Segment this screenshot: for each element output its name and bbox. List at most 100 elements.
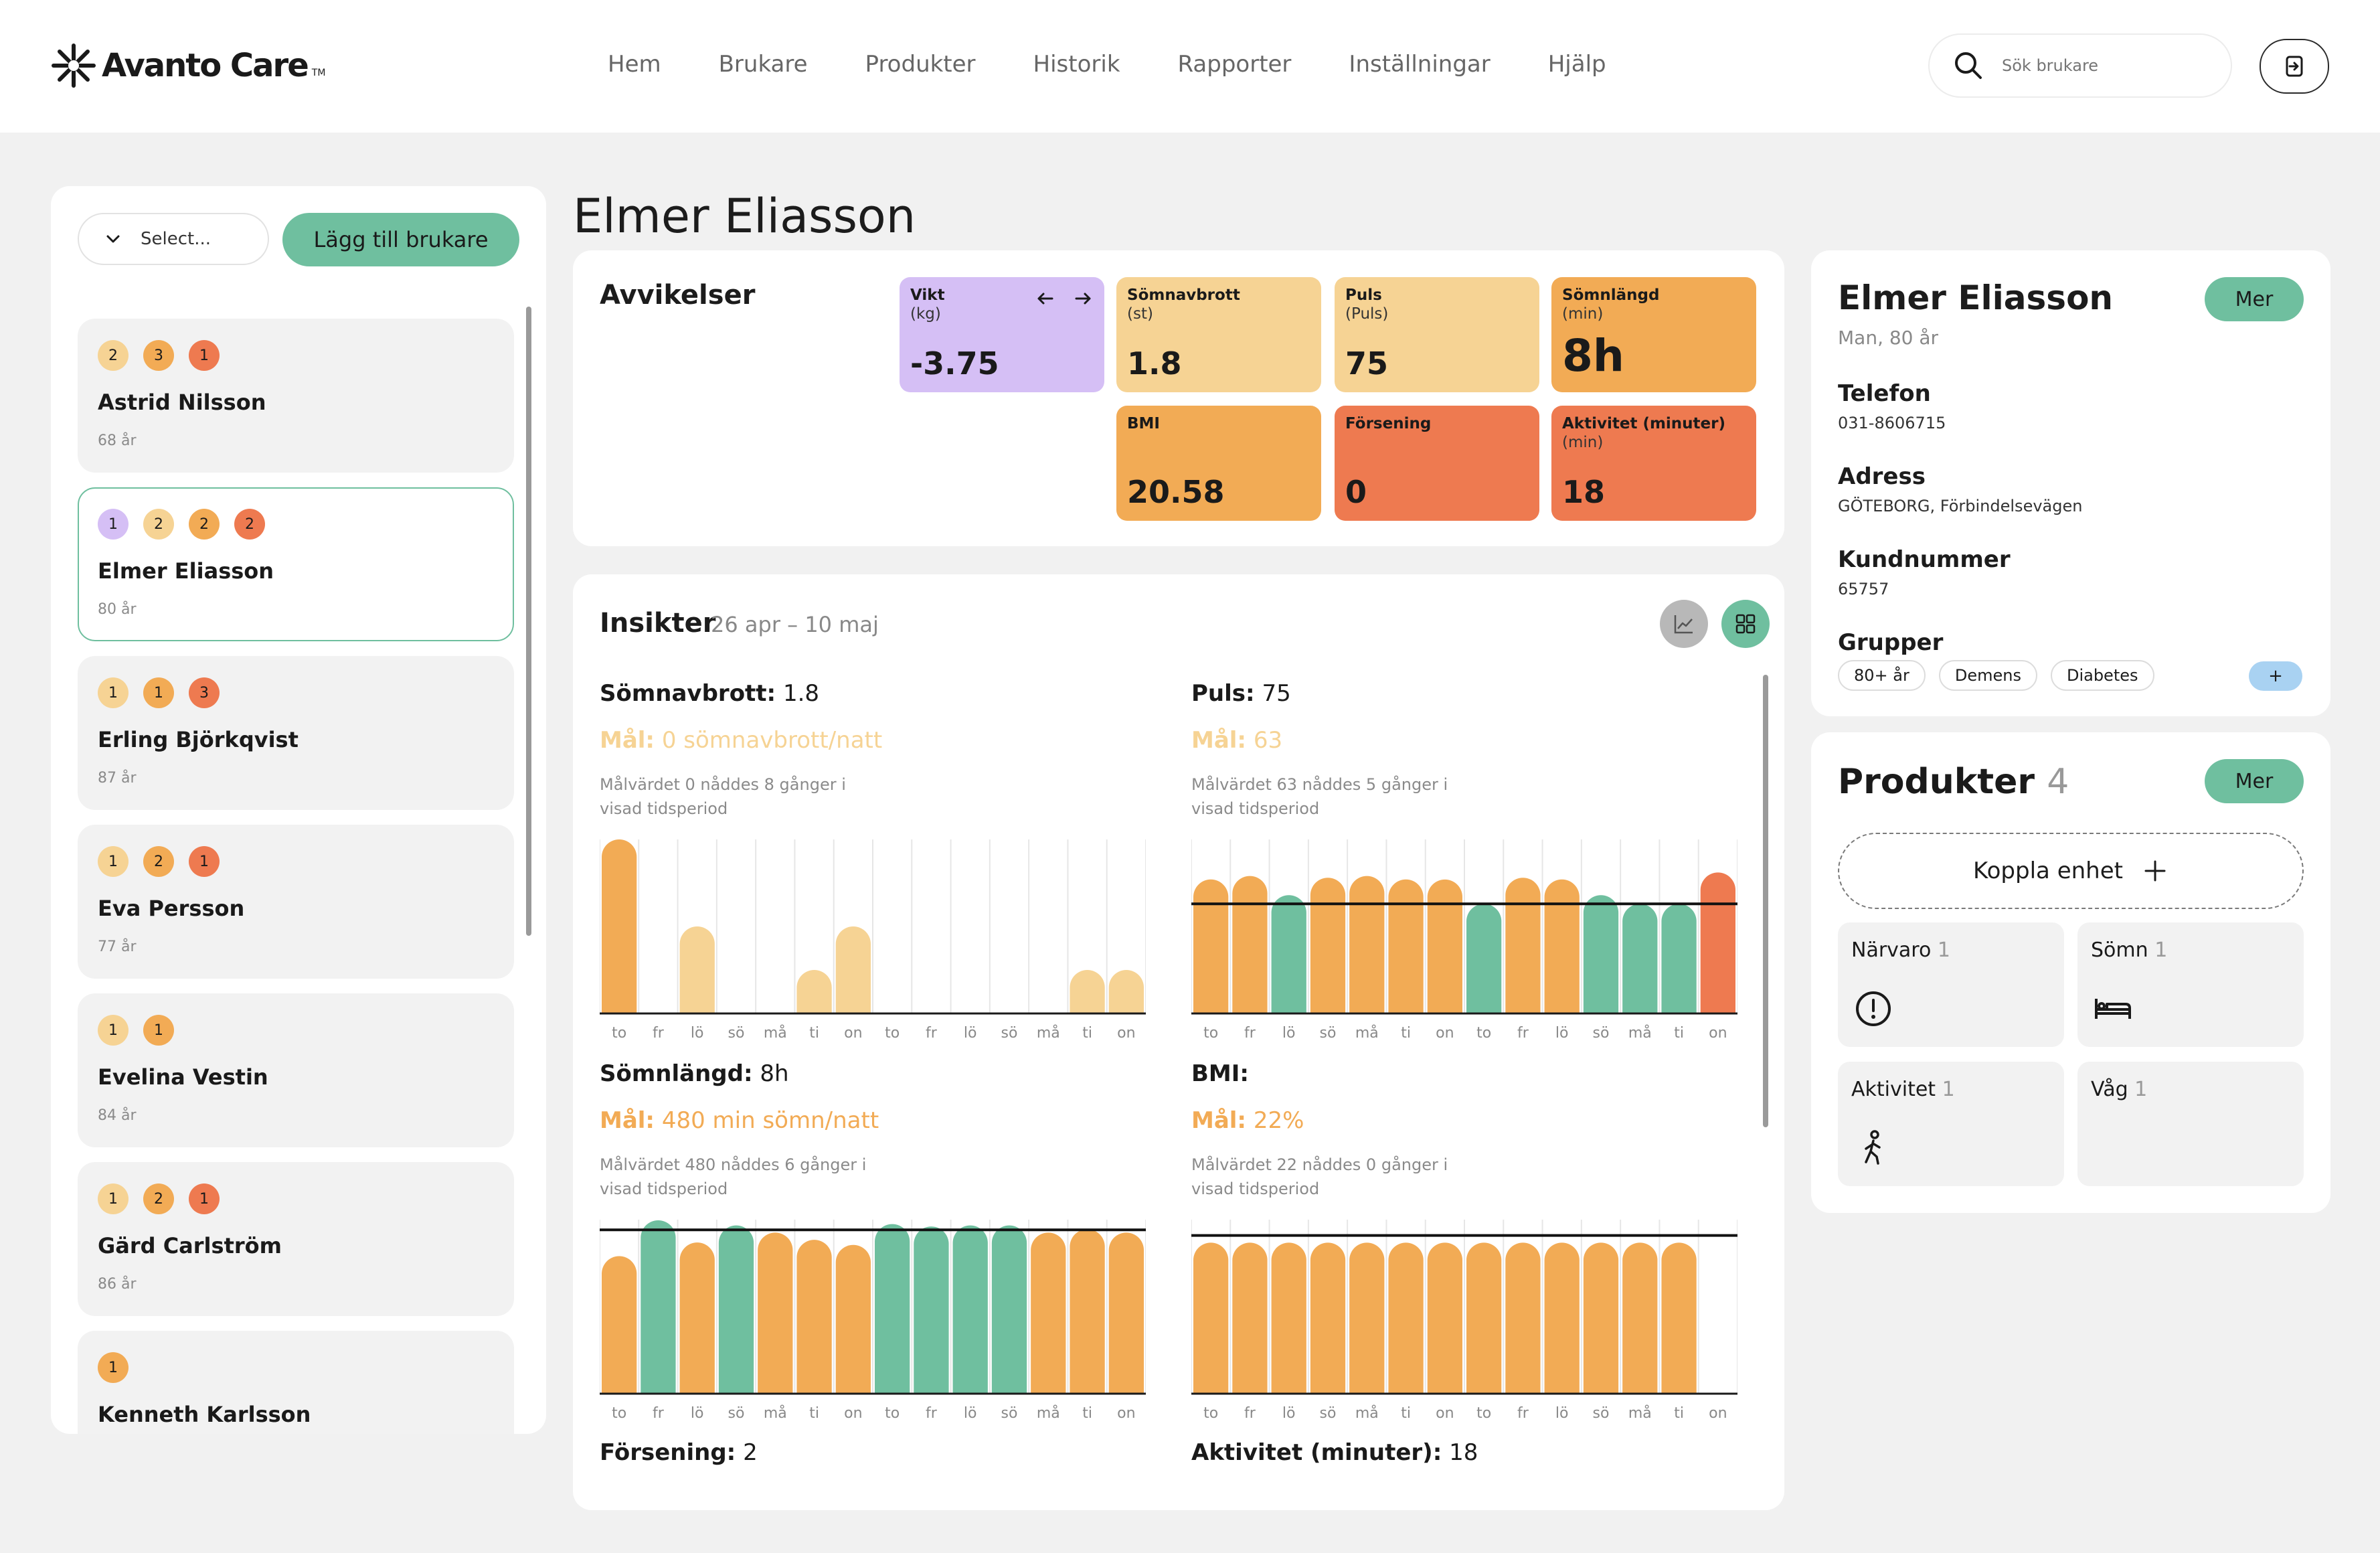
- chart-bar[interactable]: [679, 1242, 715, 1394]
- chart-bar[interactable]: [1544, 1242, 1580, 1394]
- device-card-somn[interactable]: Sömn 1: [2077, 922, 2304, 1047]
- chart-bar[interactable]: [1427, 879, 1462, 1013]
- chart-bar[interactable]: [1583, 895, 1619, 1013]
- chart-bar[interactable]: [1031, 1232, 1066, 1394]
- chart-bar[interactable]: [835, 926, 871, 1013]
- x-tick-label: sö: [1320, 1405, 1337, 1422]
- connect-device-button[interactable]: Koppla enhet: [1838, 833, 2304, 909]
- chart-bar[interactable]: [602, 839, 637, 1013]
- chart-bar[interactable]: [1427, 1242, 1462, 1394]
- chart-bar[interactable]: [1108, 1232, 1144, 1394]
- top-bar: Avanto Care TM Hem Brukare Produkter His…: [0, 0, 2380, 133]
- group-tag[interactable]: 80+ år: [1838, 660, 1926, 691]
- deviation-tile[interactable]: BMI 20.58: [1116, 406, 1321, 521]
- insights-date-range[interactable]: 26 apr – 10 maj: [711, 612, 879, 637]
- device-card-vag[interactable]: Våg 1: [2077, 1062, 2304, 1186]
- add-user-button[interactable]: Lägg till brukare: [282, 213, 519, 266]
- chart-bar[interactable]: [796, 970, 832, 1013]
- chart-bar[interactable]: [641, 1220, 676, 1394]
- chart-bar[interactable]: [1349, 1242, 1385, 1394]
- chart-bar[interactable]: [1193, 879, 1229, 1013]
- chart-bar[interactable]: [1466, 904, 1502, 1013]
- x-tick-label: lö: [691, 1405, 704, 1422]
- device-card-narvaro[interactable]: Närvaro 1: [1838, 922, 2064, 1047]
- group-tag[interactable]: Demens: [1938, 660, 2037, 691]
- user-card[interactable]: 1 2 1 Gärd Carlström 86 år: [78, 1162, 514, 1316]
- user-card[interactable]: 2 3 1 Astrid Nilsson 68 år: [78, 319, 514, 473]
- nav-historik[interactable]: Historik: [1033, 51, 1120, 78]
- metric-note: Målvärdet 480 nåddes 6 gånger i visad ti…: [600, 1155, 867, 1198]
- logout-button[interactable]: [2260, 39, 2329, 94]
- logo[interactable]: Avanto Care TM: [50, 42, 325, 90]
- deviation-tile[interactable]: Sömnavbrott (st) 1.8: [1116, 277, 1321, 392]
- filter-select[interactable]: Select...: [78, 213, 269, 265]
- chart-bar[interactable]: [1070, 1229, 1105, 1394]
- chart-bar[interactable]: [835, 1244, 871, 1394]
- device-card-aktivitet[interactable]: Aktivitet 1: [1838, 1062, 2064, 1186]
- chart-bar[interactable]: [1661, 904, 1697, 1013]
- user-card[interactable]: 1 2 2 2 Elmer Eliasson 80 år: [78, 487, 514, 641]
- chart-bar[interactable]: [991, 1225, 1027, 1394]
- chart-bar[interactable]: [1544, 879, 1580, 1013]
- insights-scrollbar[interactable]: [1763, 675, 1768, 1127]
- add-group-button[interactable]: +: [2249, 661, 2302, 691]
- nav-brukare[interactable]: Brukare: [718, 51, 808, 78]
- status-badge: 1: [98, 1183, 129, 1214]
- deviation-tile[interactable]: Försening 0: [1335, 406, 1539, 521]
- chart-bar[interactable]: [1232, 876, 1268, 1013]
- nav-produkter[interactable]: Produkter: [865, 51, 976, 78]
- arrow-left-icon[interactable]: [1033, 287, 1057, 311]
- chart-bar[interactable]: [1310, 878, 1346, 1013]
- nav-hjalp[interactable]: Hjälp: [1547, 51, 1606, 78]
- user-card[interactable]: 1 2 1 Eva Persson 77 år: [78, 825, 514, 979]
- chart-bar[interactable]: [1193, 1242, 1229, 1394]
- chart-bar[interactable]: [1388, 879, 1424, 1013]
- chart-bar[interactable]: [758, 1232, 793, 1394]
- more-info-button[interactable]: Mer: [2205, 277, 2304, 321]
- nav-rapporter[interactable]: Rapporter: [1177, 51, 1292, 78]
- more-products-button[interactable]: Mer: [2205, 759, 2304, 803]
- chart-bar[interactable]: [875, 1224, 910, 1394]
- chart-bar[interactable]: [1271, 895, 1306, 1013]
- group-tag[interactable]: Diabetes: [2050, 660, 2154, 691]
- goal-value: 22%: [1253, 1107, 1304, 1134]
- nav-hem[interactable]: Hem: [608, 51, 661, 78]
- chart-bar[interactable]: [1271, 1242, 1306, 1394]
- chart-bar[interactable]: [1661, 1242, 1697, 1394]
- chart-bar[interactable]: [602, 1256, 637, 1394]
- deviation-tile[interactable]: Sömnlängd (min) 8h: [1551, 277, 1756, 392]
- chart-bar[interactable]: [1622, 1242, 1658, 1394]
- chart-bar[interactable]: [679, 926, 715, 1013]
- chart-bar[interactable]: [1700, 872, 1735, 1013]
- chart-bar[interactable]: [1232, 1242, 1268, 1394]
- chart-bar[interactable]: [1349, 876, 1385, 1013]
- metric-block: Sömnlängd: 8h Mål: 480 min sömn/natt Målvä…: [600, 1060, 1149, 1201]
- search-box[interactable]: [1928, 33, 2232, 98]
- chart-bar[interactable]: [952, 1225, 988, 1394]
- arrow-right-icon[interactable]: [1071, 287, 1095, 311]
- chart-bar[interactable]: [1466, 1242, 1502, 1394]
- chart-bar[interactable]: [796, 1240, 832, 1394]
- nav-installningar[interactable]: Inställningar: [1349, 51, 1491, 78]
- chart-bar[interactable]: [1505, 878, 1541, 1013]
- user-card[interactable]: 1 1 3 Erling Björkqvist 87 år: [78, 656, 514, 810]
- chart-bar[interactable]: [1583, 1242, 1619, 1394]
- chart-bar[interactable]: [1505, 1242, 1541, 1394]
- grid-view-button[interactable]: [1721, 600, 1770, 648]
- sidebar-scrollbar[interactable]: [526, 307, 531, 936]
- chart-bar[interactable]: [1108, 970, 1144, 1013]
- chart-bar[interactable]: [914, 1226, 949, 1394]
- chart-bar[interactable]: [1622, 904, 1658, 1013]
- deviation-tile[interactable]: Puls (Puls) 75: [1335, 277, 1539, 392]
- search-input[interactable]: [2002, 56, 2203, 75]
- user-card[interactable]: 1 Kenneth Karlsson: [78, 1331, 514, 1434]
- deviation-tile[interactable]: Aktivitet (minuter) (min) 18: [1551, 406, 1756, 521]
- chart-bar[interactable]: [1070, 970, 1105, 1013]
- deviation-tile[interactable]: Vikt (kg) -3.75: [900, 277, 1104, 392]
- patient-info-panel: Elmer Eliasson Man, 80 år Mer Telefon 03…: [1811, 250, 2330, 716]
- chart-bar[interactable]: [1310, 1242, 1346, 1394]
- chart-bar[interactable]: [718, 1225, 754, 1394]
- chart-view-button[interactable]: [1660, 600, 1708, 648]
- user-card[interactable]: 1 1 Evelina Vestin 84 år: [78, 993, 514, 1147]
- chart-bar[interactable]: [1388, 1242, 1424, 1394]
